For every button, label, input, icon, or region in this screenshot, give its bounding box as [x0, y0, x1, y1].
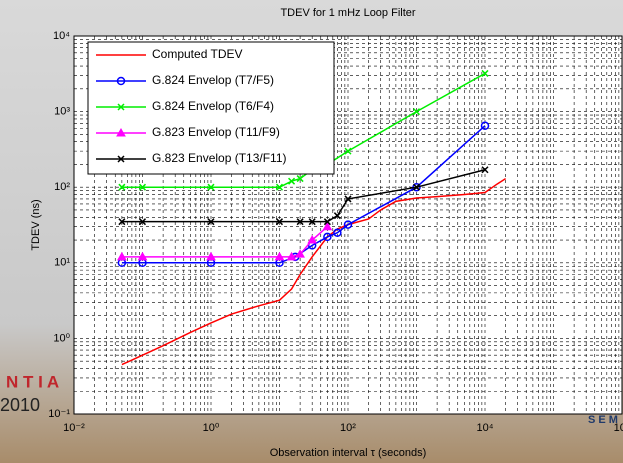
- series-line: [121, 125, 486, 264]
- marker: [412, 183, 421, 191]
- legend-label: G.823 Envelop (T11/F9): [152, 125, 280, 139]
- marker: [275, 218, 284, 226]
- background-text: N T I A: [6, 372, 59, 391]
- x-tick-label: 10²: [340, 422, 356, 434]
- marker: [344, 195, 352, 203]
- marker: [117, 251, 127, 261]
- legend-marker: [116, 127, 126, 137]
- y-tick-label: 10³: [54, 106, 70, 118]
- chart-title: TDEV for 1 mHz Loop Filter: [280, 7, 415, 19]
- legend-label: G.823 Envelop (T13/F11): [152, 151, 287, 165]
- x-tick-label: 10⁻²: [63, 422, 85, 434]
- marker: [206, 251, 216, 261]
- x-tick-label: 10⁰: [203, 422, 220, 434]
- marker: [344, 147, 352, 155]
- x-tick-label: 10⁶: [614, 422, 623, 434]
- marker: [307, 235, 318, 244]
- y-tick-label: 10⁴: [53, 30, 70, 42]
- legend-box: [87, 41, 335, 175]
- legend-label: Computed TDEV: [152, 47, 243, 61]
- legend-label: G.824 Envelop (T6/F4): [152, 99, 274, 113]
- legend-label: G.824 Envelop (T7/F5): [152, 73, 274, 87]
- marker: [308, 218, 316, 226]
- marker: [481, 166, 489, 174]
- marker: [296, 175, 304, 183]
- marker: [343, 220, 353, 229]
- marker: [118, 183, 126, 191]
- marker: [138, 218, 147, 226]
- background-text: 2010: [0, 395, 40, 415]
- marker: [323, 218, 331, 226]
- background-text: S E M: [588, 414, 618, 426]
- legend-marker: [117, 103, 125, 111]
- legend-marker: [117, 155, 125, 163]
- marker: [480, 121, 490, 130]
- marker: [323, 232, 332, 242]
- marker: [295, 249, 305, 258]
- marker: [412, 108, 421, 116]
- x-axis-label: Observation interval τ (seconds): [270, 447, 427, 459]
- marker: [322, 221, 333, 231]
- marker: [481, 69, 489, 77]
- x-tick-label: 10⁴: [477, 422, 494, 434]
- marker: [288, 177, 296, 185]
- y-tick-label: 10⁰: [53, 332, 70, 344]
- marker: [333, 228, 342, 237]
- marker: [118, 218, 126, 226]
- y-tick-label: 10²: [54, 181, 70, 193]
- legend-marker: [116, 76, 126, 86]
- y-axis-label: TDEV (ns): [30, 199, 42, 250]
- marker: [296, 218, 304, 226]
- y-tick-label: 10¹: [54, 257, 70, 269]
- marker: [207, 183, 215, 191]
- marker: [138, 183, 147, 191]
- marker: [286, 251, 297, 261]
- marker: [207, 218, 215, 226]
- marker: [137, 251, 148, 261]
- marker: [275, 183, 284, 191]
- y-tick-label: 10⁻¹: [48, 408, 70, 420]
- marker: [333, 212, 341, 220]
- marker: [274, 251, 285, 261]
